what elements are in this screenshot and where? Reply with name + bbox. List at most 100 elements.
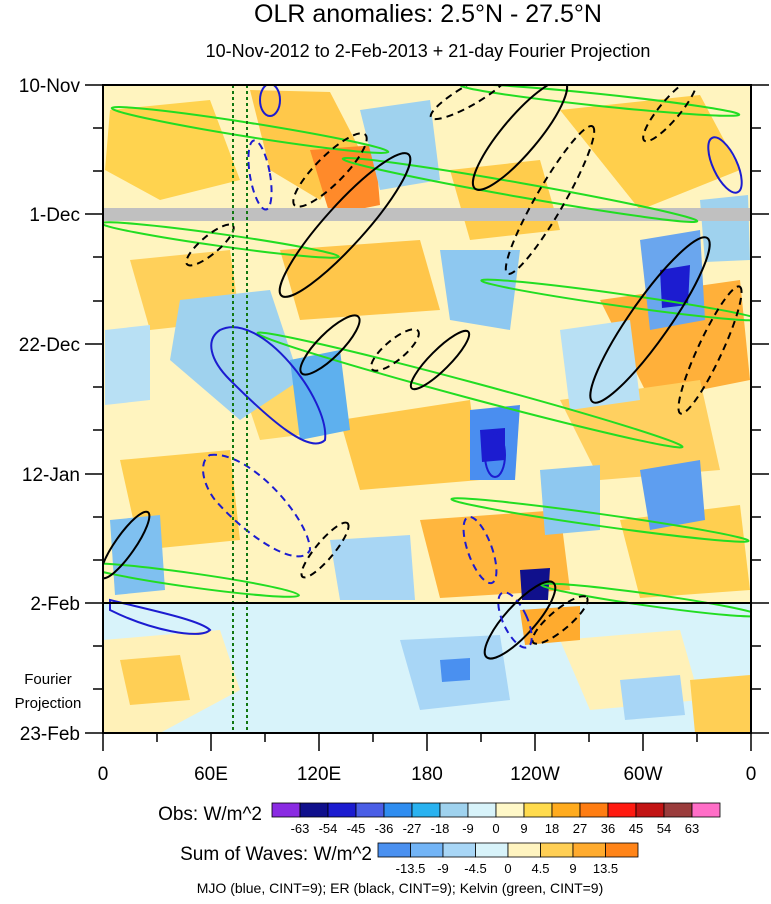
obs-colorbar-level-label: -36 [375, 821, 394, 836]
waves-colorbar-swatch [507, 842, 541, 858]
chart-title: OLR anomalies: 2.5°N - 27.5°N [254, 0, 602, 28]
waves-colorbar-level-label: 4.5 [531, 861, 549, 876]
waves-colorbar-level-label: -9 [437, 861, 449, 876]
er-contour [642, 85, 698, 143]
waves-colorbar-level-label: 13.5 [593, 861, 618, 876]
obs-colorbar-swatch [523, 802, 553, 818]
obs-colorbar-level-label: -54 [319, 821, 338, 836]
waves-colorbar-swatch [442, 842, 476, 858]
obs-colorbar-swatch [383, 802, 413, 818]
er-contours [103, 85, 711, 660]
obs-colorbar-level-label: 9 [520, 821, 527, 836]
obs-colorbar-level-label: -27 [403, 821, 422, 836]
er-contour [677, 285, 743, 415]
mjo-contours-dashed [202, 139, 533, 649]
obs-colorbar-swatch [271, 802, 301, 818]
waves-colorbar-level-label: -4.5 [464, 861, 486, 876]
obs-colorbar-level-label: -18 [431, 821, 450, 836]
x-tick-label: 60E [194, 764, 228, 785]
y-tick-label: 23-Feb [20, 724, 80, 745]
er-contour [278, 152, 412, 298]
positive-anomaly-patch [310, 145, 380, 215]
waves-colorbar-label: Sum of Waves: W/m^2 [180, 844, 372, 865]
obs-colorbar-level-label: -45 [347, 821, 366, 836]
negative-anomaly-patch [110, 515, 165, 595]
obs-colorbar-level-label: 27 [573, 821, 587, 836]
contour-legend: MJO (blue, CINT=9); ER (black, CINT=9); … [197, 880, 604, 896]
kelvin-contour [103, 221, 340, 259]
obs-colorbar: -63 -54 -45 -36 -27 -18 -9 0 9 18 27 36 45 54 63 [271, 802, 721, 836]
y-tick-label: 10-Nov [19, 76, 81, 97]
kelvin-contour [450, 497, 750, 543]
er-contour [471, 85, 569, 191]
waves-colorbar-swatch [605, 842, 639, 858]
er-contour [292, 132, 368, 208]
waves-colorbar: -13.5 -9 -4.5 0 4.5 9 13.5 [377, 842, 639, 876]
waves-colorbar-level-label: 0 [504, 861, 511, 876]
obs-colorbar-level-label: -63 [291, 821, 310, 836]
obs-colorbar-swatch [439, 802, 469, 818]
mjo-contour [210, 326, 327, 445]
negative-anomaly-patch [440, 250, 520, 330]
obs-anomaly-field [103, 85, 751, 603]
projection-positive-patch [120, 655, 190, 705]
mjo-contour [202, 453, 312, 558]
x-tick-label: 60W [623, 764, 662, 785]
negative-anomaly-patch [700, 195, 750, 262]
er-contour [103, 510, 151, 580]
waves-colorbar-swatch [377, 842, 411, 858]
obs-colorbar-swatch [495, 802, 525, 818]
x-tick-label: 120W [510, 764, 560, 785]
obs-colorbar-swatch [551, 802, 581, 818]
negative-anomaly-patch [170, 290, 300, 420]
er-contour [299, 314, 361, 376]
mjo-contour [484, 432, 506, 478]
positive-anomaly-patch [560, 95, 740, 210]
mjo-contour [259, 85, 281, 117]
obs-colorbar-swatch [299, 802, 329, 818]
projection-label: Fourier [24, 671, 72, 688]
projection-negative-patch [620, 675, 685, 720]
mjo-contour [707, 136, 743, 194]
kelvin-contours [103, 85, 751, 618]
positive-anomaly-patch [105, 100, 240, 200]
obs-colorbar-swatch [691, 802, 721, 818]
x-tick-label: 0 [746, 764, 757, 785]
obs-colorbar-level-label: 0 [492, 821, 499, 836]
obs-colorbar-swatch [411, 802, 441, 818]
obs-colorbar-swatch [467, 802, 497, 818]
obs-colorbar-level-label: 63 [685, 821, 699, 836]
negative-anomaly-patch [105, 325, 150, 405]
projection-positive-patch [690, 675, 751, 733]
negative-anomaly-patch [540, 465, 600, 535]
y-tick-label: 2-Feb [30, 594, 80, 615]
negative-anomaly-patch [480, 428, 505, 462]
er-contour [370, 328, 420, 372]
negative-anomaly-patch [660, 265, 690, 308]
er-contour [531, 595, 589, 645]
er-contour [504, 125, 596, 275]
obs-colorbar-level-label: 36 [601, 821, 615, 836]
waves-colorbar-swatch [475, 842, 509, 858]
er-contour [300, 521, 350, 579]
mjo-contour [109, 598, 212, 635]
obs-colorbar-level-label: 18 [545, 821, 559, 836]
positive-anomaly-patch [280, 240, 440, 320]
negative-anomaly-patch [330, 535, 415, 600]
positive-anomaly-patch [340, 400, 480, 490]
mjo-contour [247, 139, 273, 211]
obs-colorbar-swatch [327, 802, 357, 818]
y-tick-label: 22-Dec [19, 335, 80, 356]
projection-negative-patch [440, 658, 470, 682]
y-tick-label: 1-Dec [29, 205, 80, 226]
waves-colorbar-swatch [572, 842, 606, 858]
kelvin-contour [480, 278, 751, 322]
x-tick-label: 0 [98, 764, 109, 785]
x-tick-label: 180 [411, 764, 443, 785]
kelvin-contour [103, 562, 300, 598]
er-contour [589, 236, 711, 404]
obs-colorbar-swatch [663, 802, 693, 818]
y-tick-label: 12-Jan [22, 465, 80, 486]
waves-colorbar-swatch [410, 842, 444, 858]
